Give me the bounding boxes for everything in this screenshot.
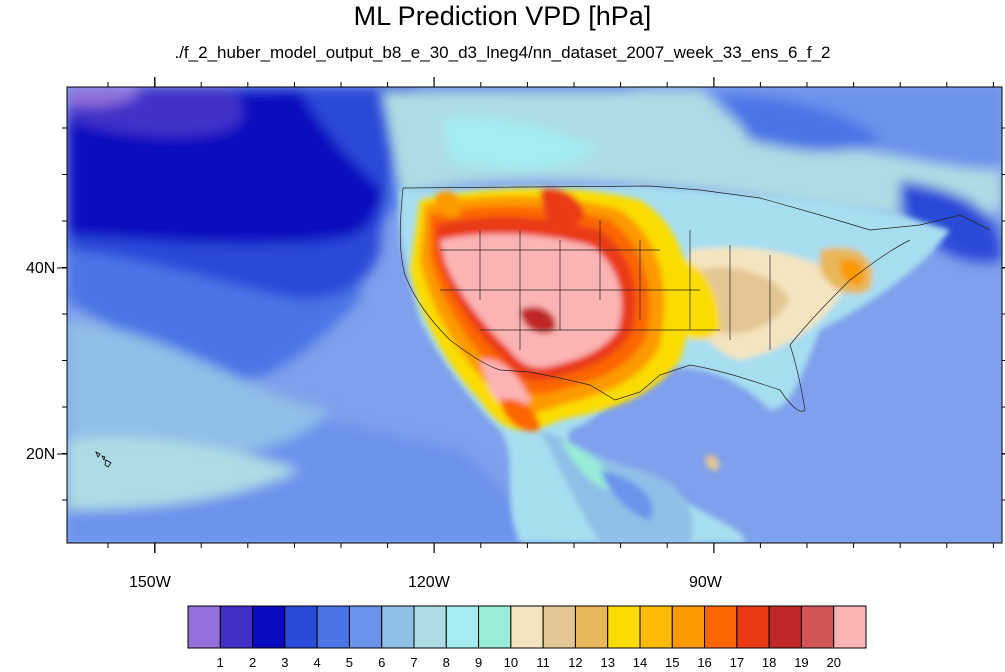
colorbar-swatch — [316, 605, 350, 649]
lon-label-90w: 90W — [689, 574, 722, 591]
colorbar-swatch — [671, 605, 706, 649]
colorbar-swatch — [542, 605, 576, 649]
map-frame — [66, 86, 1003, 544]
colorbar-swatch — [219, 605, 254, 649]
mexico-field — [540, 430, 720, 543]
colorbar-tick-label: 2 — [248, 655, 257, 670]
boundary-lines — [399, 185, 991, 412]
lon-label-150w: 150W — [129, 574, 171, 591]
plot-subtitle: ./f_2_huber_model_output_b8_e_30_d3_lneg… — [174, 43, 831, 62]
colorbar-swatch — [800, 605, 835, 649]
lat-label-40n: 40N — [26, 260, 56, 277]
colorbar-tick-label: 7 — [410, 655, 418, 670]
colorbar-tick-label: 3 — [281, 655, 289, 670]
colorbar-swatch — [510, 605, 544, 649]
canada-field — [380, 87, 1002, 262]
colorbar-swatch — [768, 605, 802, 649]
map-field — [67, 87, 1002, 543]
colorbar-swatch — [574, 605, 609, 649]
colorbar-swatch — [381, 605, 415, 649]
lon-label-120w: 120W — [408, 574, 450, 591]
colorbar-tick-label: 19 — [794, 655, 809, 670]
hawaii-islands — [95, 451, 112, 468]
colorbar-tick-label: 11 — [536, 655, 550, 670]
colorbar-swatch — [445, 605, 480, 649]
colorbar-swatch — [704, 605, 738, 649]
colorbar-swatch — [736, 605, 770, 649]
colorbar-tick-label: 6 — [378, 655, 386, 670]
colorbar-tick-label: 13 — [600, 655, 615, 670]
colorbar-swatch — [639, 605, 673, 649]
colorbar-tick-label: 15 — [665, 655, 680, 670]
pacific-low-vpd — [67, 87, 640, 543]
colorbar-swatch — [478, 605, 512, 649]
colorbar-tick-label: 20 — [826, 655, 841, 670]
colorbar-tick-label: 17 — [729, 655, 745, 670]
plot-title: ML Prediction VPD [hPa] — [353, 1, 652, 31]
colorbar-tick-label: 16 — [697, 655, 712, 670]
colorbar-swatch — [187, 605, 221, 649]
colorbar-tick-label: 14 — [632, 655, 648, 670]
colorbar-swatch — [348, 605, 383, 649]
colorbar-tick-label: 9 — [474, 655, 483, 670]
axis-ticks — [57, 77, 1005, 553]
colorbar-swatch — [607, 605, 641, 649]
colorbar-tick-label: 5 — [345, 655, 354, 670]
colorbar-swatch — [833, 605, 867, 649]
colorbar-tick-label: 10 — [503, 655, 519, 670]
colorbar-tick-label: 12 — [568, 655, 583, 670]
colorbar-tick-label: 18 — [761, 655, 777, 670]
colorbar — [187, 605, 867, 649]
lat-label-20n: 20N — [26, 446, 56, 463]
colorbar-swatch — [284, 605, 318, 649]
colorbar-tick-label: 1 — [216, 655, 224, 670]
colorbar-tick-label: 4 — [313, 655, 321, 670]
colorbar-swatch — [413, 605, 447, 649]
colorbar-tick-label: 8 — [442, 655, 450, 670]
colorbar-swatch — [252, 605, 286, 649]
